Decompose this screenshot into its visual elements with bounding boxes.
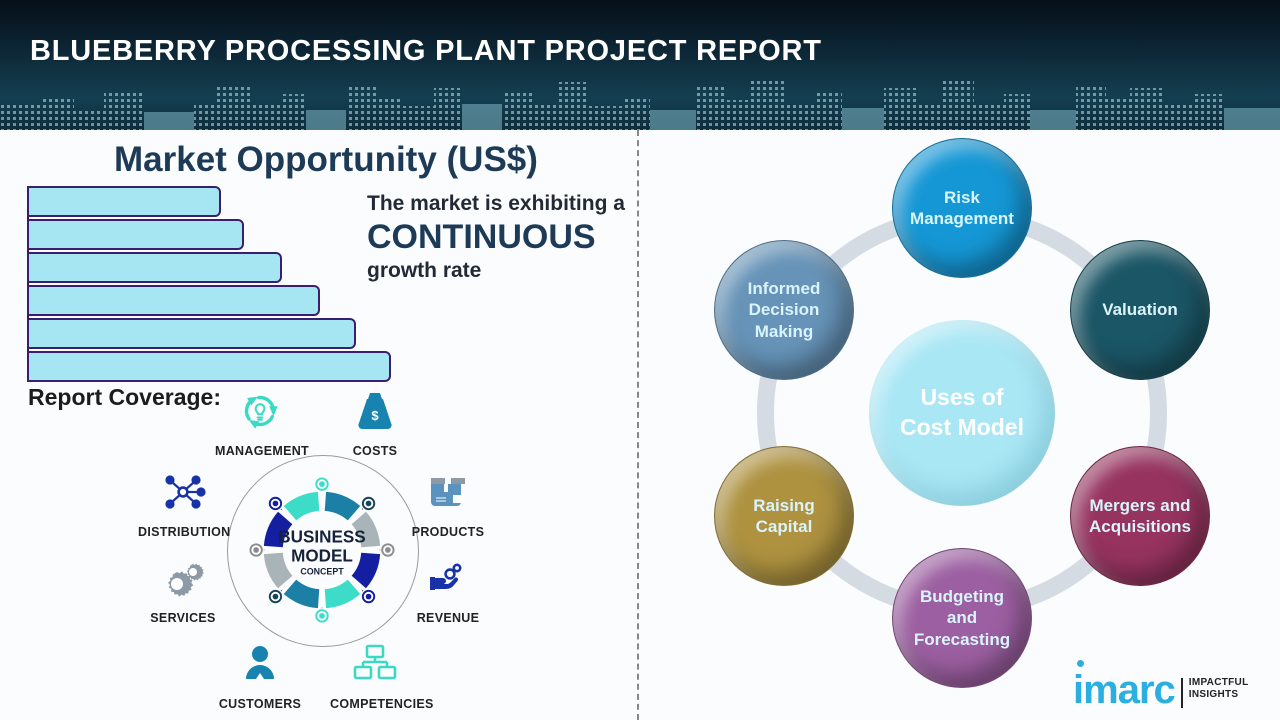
svg-text:CONCEPT: CONCEPT <box>300 567 344 577</box>
svg-text:MODEL: MODEL <box>291 546 353 565</box>
svg-text:$: $ <box>371 408 379 423</box>
svg-text:BUSINESS: BUSINESS <box>278 527 365 546</box>
